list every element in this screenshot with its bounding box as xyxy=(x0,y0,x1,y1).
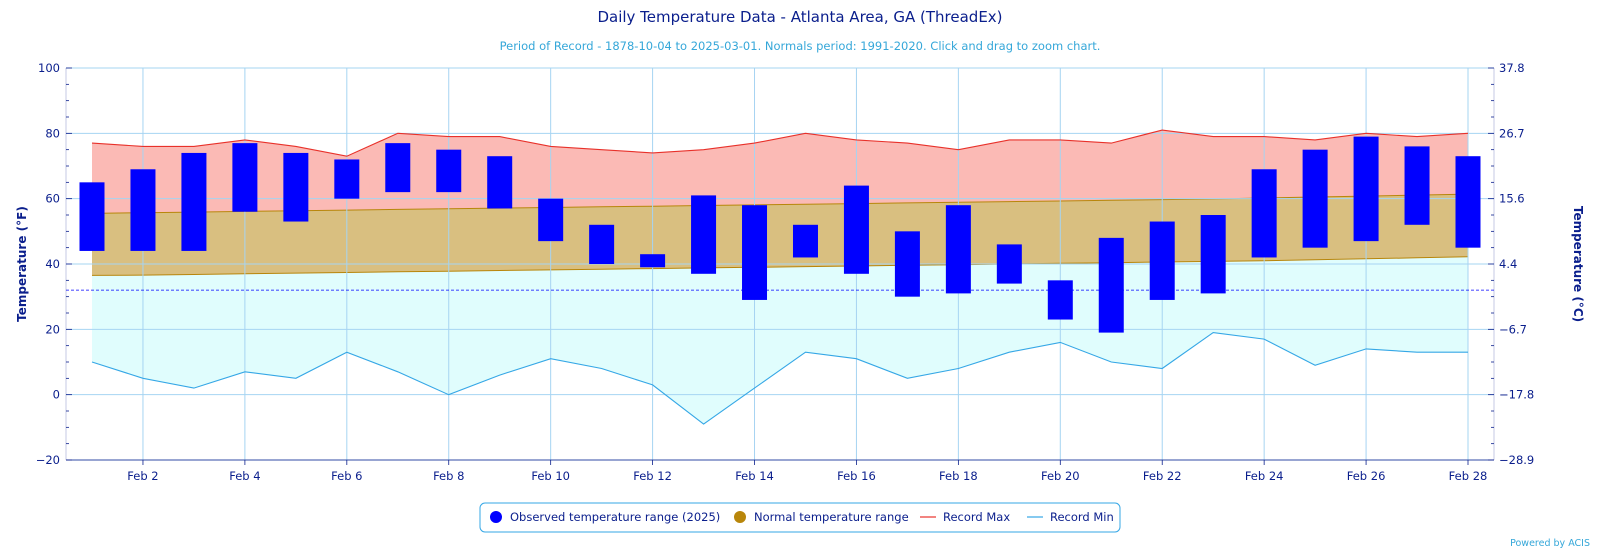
observed-bar xyxy=(538,198,564,242)
observed-bar xyxy=(843,185,869,274)
observed-bar xyxy=(742,205,768,300)
observed-bar xyxy=(79,182,105,251)
y-left-tick-label: −20 xyxy=(36,453,60,467)
below-normal-band xyxy=(92,256,1468,425)
y-axis-left-title: Temperature (°F) xyxy=(15,206,29,322)
legend-item-record-max[interactable]: Record Max xyxy=(920,510,1010,524)
observed-bar xyxy=(894,231,920,297)
legend-record-max-label: Record Max xyxy=(943,510,1010,524)
observed-bar xyxy=(792,224,818,258)
y-right-tick-label: −6.7 xyxy=(1499,322,1527,336)
legend-normal-symbol xyxy=(734,511,746,523)
legend-observed-symbol xyxy=(490,511,502,523)
x-tick-label: Feb 14 xyxy=(735,469,774,483)
legend-item-normal[interactable]: Normal temperature range xyxy=(734,510,909,524)
x-tick-label: Feb 26 xyxy=(1347,469,1386,483)
x-tick-label: Feb 12 xyxy=(633,469,672,483)
x-axis: Feb 2 Feb 4 Feb 6 Feb 8 Feb 10 Feb 12 Feb 14 Fe… xyxy=(66,459,1494,483)
plot-area[interactable] xyxy=(91,130,1469,425)
observed-bar xyxy=(181,152,207,251)
y-right-tick-label: 37.8 xyxy=(1499,61,1525,75)
observed-bar xyxy=(232,143,258,212)
x-tick-label: Feb 6 xyxy=(331,469,362,483)
normal-range-band xyxy=(92,194,1468,276)
grid-lines xyxy=(66,67,1494,461)
legend-observed-label: Observed temperature range (2025) xyxy=(510,510,720,524)
observed-bar xyxy=(1404,146,1430,225)
x-tick-label: Feb 4 xyxy=(229,469,260,483)
observed-bar xyxy=(640,254,666,268)
x-tick-label: Feb 16 xyxy=(837,469,876,483)
chart-subtitle: Period of Record - 1878-10-04 to 2025-03… xyxy=(500,39,1101,53)
y-right-tick-label: −28.9 xyxy=(1499,453,1534,467)
legend-item-record-min[interactable]: Record Min xyxy=(1027,510,1114,524)
observed-bar xyxy=(487,156,513,209)
record-lines xyxy=(91,129,1469,425)
observed-bar xyxy=(945,205,971,294)
record-max-line xyxy=(91,129,1469,157)
chart-title: Daily Temperature Data - Atlanta Area, G… xyxy=(597,8,1002,26)
y-left-tick-label: 40 xyxy=(45,257,60,271)
legend-box xyxy=(479,502,1121,533)
legend-item-observed[interactable]: Observed temperature range (2025) xyxy=(490,510,720,524)
x-tick-label: Feb 10 xyxy=(531,469,570,483)
observed-bar xyxy=(1455,156,1481,248)
observed-bar xyxy=(334,159,360,199)
y-right-tick-label: 26.7 xyxy=(1499,126,1525,140)
x-tick-label: Feb 24 xyxy=(1245,469,1284,483)
y-axis-left: 100 80 60 40 20 0 −20 xyxy=(36,61,72,467)
legend: Observed temperature range (2025) Normal… xyxy=(479,502,1121,533)
observed-bar xyxy=(1302,149,1328,248)
observed-bar xyxy=(1047,280,1073,320)
x-tick-label: Feb 2 xyxy=(127,469,158,483)
x-tick-label: Feb 20 xyxy=(1041,469,1080,483)
above-normal-band xyxy=(92,130,1468,214)
observed-bar xyxy=(436,149,462,193)
y-left-tick-label: 20 xyxy=(45,322,60,336)
y-left-tick-label: 0 xyxy=(53,388,60,402)
x-tick-label: Feb 28 xyxy=(1449,469,1488,483)
y-right-tick-label: 4.4 xyxy=(1499,257,1517,271)
y-left-tick-label: 100 xyxy=(38,61,60,75)
normal-low-edge xyxy=(91,256,1469,276)
x-tick-label: Feb 18 xyxy=(939,469,978,483)
y-left-tick-label: 60 xyxy=(45,192,60,206)
observed-bar xyxy=(385,143,411,193)
y-right-tick-label: −17.8 xyxy=(1499,388,1534,402)
y-axis-right: 37.8 26.7 15.6 4.4 −6.7 −17.8 −28.9 xyxy=(1488,61,1534,467)
observed-bar xyxy=(1353,136,1379,242)
observed-bar xyxy=(1251,169,1277,258)
legend-normal-label: Normal temperature range xyxy=(754,510,909,524)
observed-bar xyxy=(283,152,309,222)
record-min-line xyxy=(91,332,1468,425)
x-tick-label: Feb 8 xyxy=(433,469,464,483)
y-axis-right-title: Temperature (°C) xyxy=(1571,206,1585,322)
observed-bars xyxy=(79,136,1481,333)
legend-record-min-label: Record Min xyxy=(1050,510,1114,524)
y-left-tick-label: 80 xyxy=(45,126,60,140)
observed-bar xyxy=(691,195,717,274)
observed-bar xyxy=(130,169,156,251)
observed-bar xyxy=(1200,215,1226,294)
observed-bar xyxy=(1098,237,1124,333)
observed-bar xyxy=(1149,221,1175,300)
observed-bar xyxy=(996,244,1022,284)
y-right-tick-label: 15.6 xyxy=(1499,192,1525,206)
credit-text[interactable]: Powered by ACIS xyxy=(1510,538,1590,549)
observed-bar xyxy=(589,224,615,264)
x-tick-label: Feb 22 xyxy=(1143,469,1182,483)
